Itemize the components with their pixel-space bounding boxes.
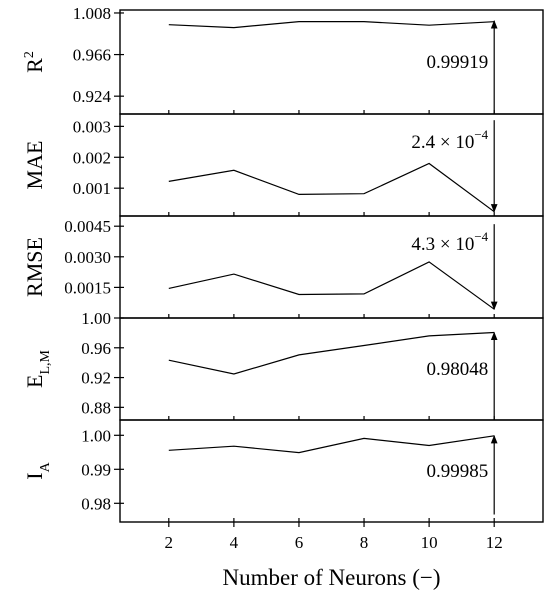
annotation-label-rmse: 4.3 × 10−4 (411, 229, 488, 255)
y-tick-label-elm: 0.92 (81, 369, 111, 388)
y-tick-label-elm: 0.88 (81, 398, 111, 417)
y-tick-label-r2: 0.966 (73, 46, 111, 65)
y-tick-label-elm: 0.96 (81, 339, 111, 358)
y-tick-label-ia: 0.99 (81, 460, 111, 479)
series-line-r2 (168, 21, 495, 29)
panel-frame-ia (119, 419, 544, 523)
series-line-mae (168, 162, 495, 213)
y-tick-label-mae: 0.003 (73, 117, 111, 136)
y-tick-label-mae: 0.001 (73, 179, 111, 198)
y-tick-label-r2: 1.008 (73, 4, 111, 23)
x-tick-label: 4 (230, 533, 239, 552)
x-axis-label: Number of Neurons (−) (223, 565, 441, 590)
y-tick-label-rmse: 0.0045 (64, 217, 111, 236)
y-axis-label-ia: IA (22, 461, 53, 479)
y-tick-label-r2: 0.924 (73, 87, 112, 106)
y-axis-label-rmse: RMSE (22, 237, 47, 297)
y-tick-label-elm: 1.00 (81, 309, 111, 328)
x-tick-label: 10 (421, 533, 438, 552)
series-line-elm (168, 331, 495, 375)
annotation-label-elm: 0.98048 (426, 359, 488, 380)
y-axis-label-mae: MAE (22, 141, 47, 190)
y-axis-label-r2: R2 (22, 51, 47, 73)
x-tick-label: 12 (486, 533, 503, 552)
y-tick-label-rmse: 0.0015 (64, 278, 111, 297)
annotation-label-ia: 0.99985 (426, 461, 488, 482)
x-tick-label: 2 (165, 533, 174, 552)
y-tick-label-ia: 1.00 (81, 426, 111, 445)
y-axis-label-elm: EL,M (22, 349, 53, 388)
y-tick-label-mae: 0.002 (73, 148, 111, 167)
annotation-label-r2: 0.99919 (426, 52, 488, 73)
series-line-ia (168, 435, 495, 454)
x-tick-label: 6 (295, 533, 304, 552)
annotation-label-mae: 2.4 × 10−4 (411, 127, 488, 153)
y-tick-label-ia: 0.98 (81, 494, 111, 513)
series-line-rmse (168, 261, 495, 310)
x-tick-label: 8 (360, 533, 369, 552)
y-tick-label-rmse: 0.0030 (64, 248, 111, 267)
